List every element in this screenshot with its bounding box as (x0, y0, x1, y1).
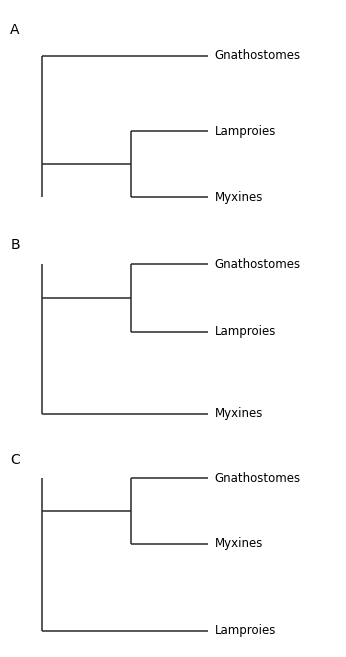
Text: Gnathostomes: Gnathostomes (215, 49, 301, 62)
Text: B: B (10, 238, 20, 252)
Text: C: C (10, 453, 20, 467)
Text: Myxines: Myxines (215, 407, 263, 420)
Text: Gnathostomes: Gnathostomes (215, 258, 301, 271)
Text: Lamproies: Lamproies (215, 624, 276, 637)
Text: Lamproies: Lamproies (215, 325, 276, 338)
Text: Myxines: Myxines (215, 191, 263, 204)
Text: Myxines: Myxines (215, 537, 263, 551)
Text: Lamproies: Lamproies (215, 125, 276, 138)
Text: A: A (10, 23, 20, 37)
Text: Gnathostomes: Gnathostomes (215, 472, 301, 485)
